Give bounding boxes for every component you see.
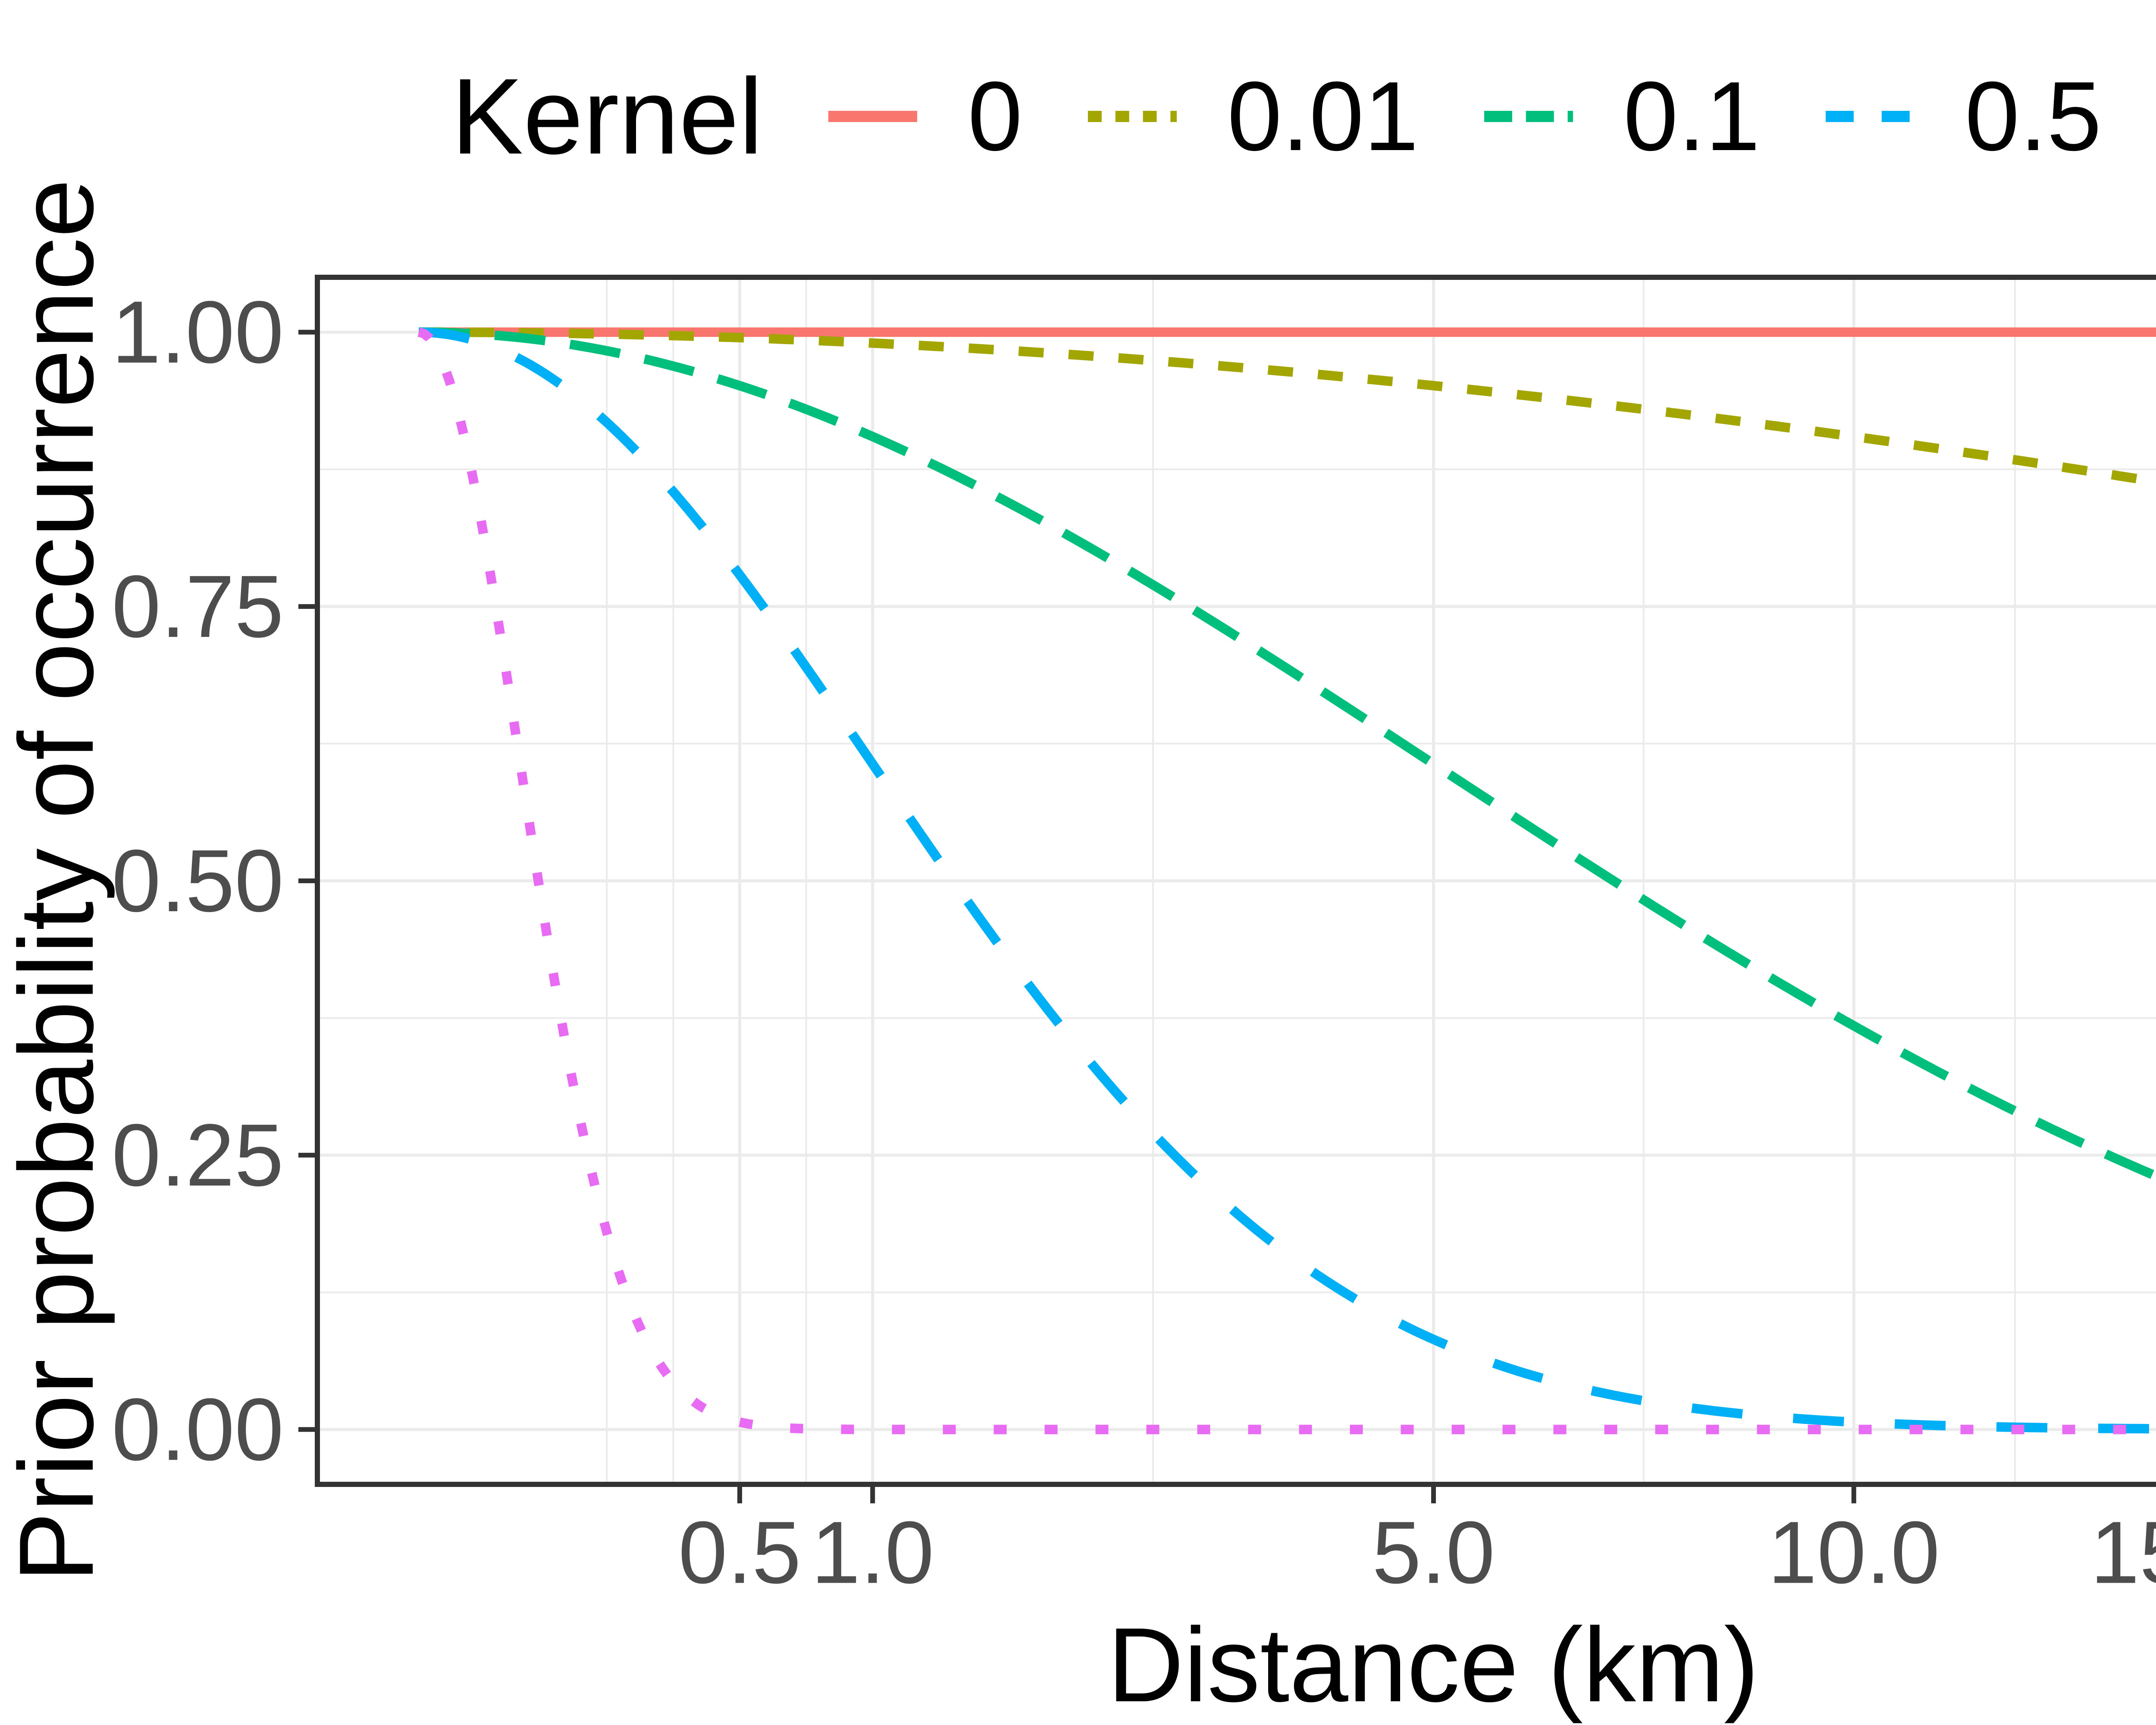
legend-label-0.5: 0.5	[1965, 62, 2102, 171]
x-tick-label: 10.0	[1768, 1503, 1940, 1602]
legend-key-line-0.01	[1088, 111, 1177, 122]
legend-item-0: 0	[827, 67, 1087, 166]
legend-label-0.1: 0.1	[1623, 62, 1760, 171]
legend: Kernel 00.010.10.510	[317, 24, 2156, 209]
legend-key-line-0	[828, 111, 918, 122]
legend-key-line-0.1	[1484, 111, 1573, 122]
y-axis-title: Prior probability of occurrence	[0, 179, 115, 1583]
y-tick-label: 0.00	[112, 1380, 284, 1479]
legend-label-0.01: 0.01	[1227, 62, 1419, 171]
series-line-0.01	[419, 327, 2156, 487]
y-tick-label: 1.00	[112, 283, 284, 382]
x-tick-labels: 0.51.05.010.015.020.0	[678, 1503, 2156, 1602]
axis-ticks	[298, 329, 1856, 1503]
legend-title: Kernel	[451, 56, 763, 176]
legend-key-line-0.5	[1825, 111, 1915, 122]
x-axis-title: Distance (km)	[1107, 1606, 1759, 1724]
legend-item-0.1: 0.1	[1483, 67, 1825, 166]
series-curves	[417, 327, 2156, 1434]
legend-item-0.01: 0.01	[1087, 67, 1483, 166]
y-tick-label: 0.75	[112, 557, 284, 656]
series-line-0.5	[419, 327, 2156, 1434]
major-gridlines	[317, 277, 2156, 1484]
x-tick-label: 0.5	[678, 1503, 801, 1602]
legend-item-0.5: 0.5	[1825, 67, 2156, 166]
series-line-0.1	[419, 327, 2156, 1182]
x-tick-label: 1.0	[811, 1503, 934, 1602]
y-tick-labels: 0.00 0.25 0.50 0.75 1.00	[112, 283, 284, 1479]
y-tick-label: 0.25	[112, 1106, 284, 1204]
x-tick-label: 15.0	[2090, 1503, 2156, 1602]
legend-label-0: 0	[968, 62, 1023, 171]
x-tick-label: 5.0	[1372, 1503, 1495, 1602]
y-tick-label: 0.50	[112, 831, 284, 930]
